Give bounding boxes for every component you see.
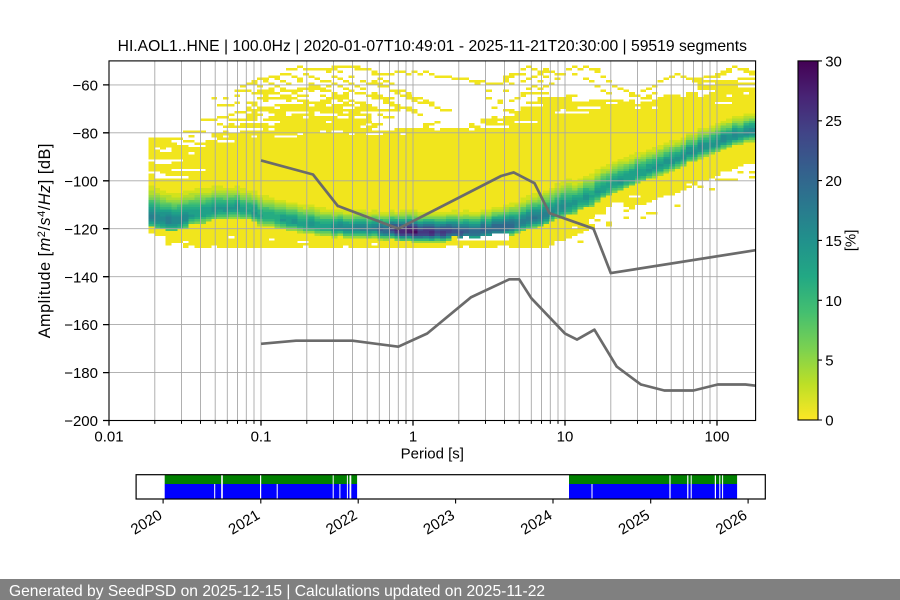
- svg-text:−160: −160: [64, 317, 98, 334]
- svg-text:−80: −80: [73, 125, 98, 142]
- svg-text:2020: 2020: [128, 507, 165, 539]
- svg-text:−60: −60: [73, 78, 98, 95]
- svg-text:[%]: [%]: [843, 230, 860, 252]
- svg-text:0.1: 0.1: [251, 428, 272, 445]
- svg-text:HI.AOL1..HNE | 100.0Hz | 2020-: HI.AOL1..HNE | 100.0Hz | 2020-01-07T10:4…: [118, 38, 748, 55]
- svg-text:Period [s]: Period [s]: [401, 446, 464, 463]
- svg-text:2025: 2025: [615, 507, 652, 539]
- svg-text:−120: −120: [64, 221, 98, 238]
- svg-text:−140: −140: [64, 269, 98, 286]
- svg-text:−200: −200: [64, 413, 98, 430]
- svg-text:1: 1: [409, 428, 417, 445]
- svg-text:0.01: 0.01: [94, 428, 123, 445]
- svg-text:2022: 2022: [323, 507, 360, 539]
- svg-text:100: 100: [704, 428, 729, 445]
- svg-text:−180: −180: [64, 365, 98, 382]
- svg-text:5: 5: [825, 353, 833, 370]
- svg-text:−100: −100: [64, 173, 98, 190]
- svg-text:10: 10: [825, 293, 842, 310]
- svg-text:25: 25: [825, 113, 842, 130]
- svg-text:Amplitude [m2/s4/Hz] [dB]: Amplitude [m2/s4/Hz] [dB]: [36, 143, 54, 338]
- svg-text:15: 15: [825, 233, 842, 250]
- svg-text:0: 0: [825, 413, 833, 430]
- svg-text:30: 30: [825, 53, 842, 70]
- svg-text:Generated by SeedPSD on 2025-1: Generated by SeedPSD on 2025-12-15 | Cal…: [9, 583, 545, 600]
- svg-text:10: 10: [557, 428, 574, 445]
- svg-text:20: 20: [825, 173, 842, 190]
- svg-text:2024: 2024: [518, 507, 555, 539]
- svg-text:2023: 2023: [420, 507, 457, 539]
- svg-text:2026: 2026: [713, 507, 750, 539]
- svg-text:2021: 2021: [226, 507, 263, 539]
